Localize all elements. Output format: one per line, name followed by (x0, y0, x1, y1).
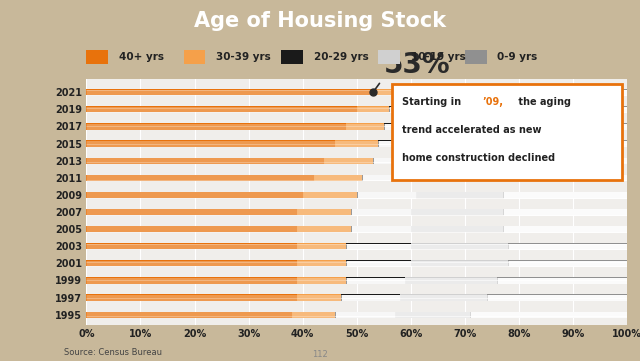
Bar (335, 140, 378, 147)
Bar (357, 106, 389, 112)
Bar (416, 192, 503, 198)
Bar (184, 50, 205, 64)
Bar (400, 295, 486, 301)
Bar (86, 123, 346, 130)
Bar (433, 140, 519, 147)
Bar (346, 260, 411, 266)
Bar (530, 106, 627, 112)
Bar (395, 312, 470, 318)
Bar (514, 158, 627, 164)
Bar (389, 106, 444, 112)
Bar (378, 50, 400, 64)
Bar (362, 175, 422, 181)
Bar (470, 312, 627, 318)
Bar (86, 295, 298, 301)
Bar (449, 89, 530, 95)
Text: the aging: the aging (515, 97, 572, 106)
Bar (340, 295, 400, 301)
Bar (503, 226, 627, 232)
Bar (444, 106, 530, 112)
Bar (346, 277, 406, 283)
Bar (400, 89, 449, 95)
Bar (335, 312, 395, 318)
Bar (86, 158, 324, 164)
Bar (292, 312, 335, 318)
Bar (503, 192, 627, 198)
Bar (346, 123, 384, 130)
Bar (314, 175, 362, 181)
Bar (524, 123, 627, 130)
Bar (486, 295, 627, 301)
Bar (298, 277, 346, 283)
Text: 0-9 yrs: 0-9 yrs (497, 52, 538, 62)
Bar (86, 89, 373, 95)
Text: trend accelerated as new: trend accelerated as new (402, 125, 541, 135)
Bar (351, 226, 411, 232)
Bar (438, 123, 524, 130)
Bar (86, 106, 357, 112)
Bar (465, 50, 486, 64)
Bar (346, 243, 411, 249)
Bar (508, 175, 627, 181)
Bar (298, 209, 351, 215)
Text: home construction declined: home construction declined (402, 153, 555, 163)
Text: Age of Housing Stock: Age of Housing Stock (194, 11, 446, 31)
Bar (298, 243, 346, 249)
Bar (378, 140, 433, 147)
Bar (411, 260, 508, 266)
Bar (411, 226, 503, 232)
Bar (86, 260, 298, 266)
Bar (411, 243, 508, 249)
Bar (86, 192, 303, 198)
Bar (411, 209, 503, 215)
Bar (86, 175, 314, 181)
Bar (298, 260, 346, 266)
Bar (86, 243, 298, 249)
Bar (406, 277, 497, 283)
Bar (324, 158, 373, 164)
Bar (303, 192, 357, 198)
Bar (86, 277, 298, 283)
Bar (422, 175, 508, 181)
Bar (373, 158, 427, 164)
Text: 112: 112 (312, 351, 328, 360)
Bar (281, 50, 303, 64)
Bar (519, 140, 627, 147)
Bar (508, 243, 627, 249)
FancyBboxPatch shape (392, 84, 622, 180)
Bar (508, 260, 627, 266)
Bar (373, 89, 400, 95)
Bar (384, 123, 438, 130)
Bar (357, 192, 416, 198)
Text: 40+ yrs: 40+ yrs (119, 52, 164, 62)
Bar (497, 277, 627, 283)
Bar (86, 209, 298, 215)
Bar (298, 226, 351, 232)
Text: 53%: 53% (384, 51, 451, 79)
Bar (86, 312, 292, 318)
Bar (351, 209, 411, 215)
Text: 10-19 yrs: 10-19 yrs (411, 52, 466, 62)
Text: 30-39 yrs: 30-39 yrs (216, 52, 271, 62)
Bar (86, 226, 298, 232)
Text: Starting in: Starting in (402, 97, 464, 106)
Bar (503, 209, 627, 215)
Text: Source: Census Bureau: Source: Census Bureau (64, 348, 162, 357)
Bar (86, 140, 335, 147)
Bar (427, 158, 514, 164)
Text: 20-29 yrs: 20-29 yrs (314, 52, 368, 62)
Bar (530, 89, 627, 95)
Bar (86, 50, 108, 64)
Bar (298, 295, 340, 301)
Text: ’09,: ’09, (483, 97, 504, 106)
